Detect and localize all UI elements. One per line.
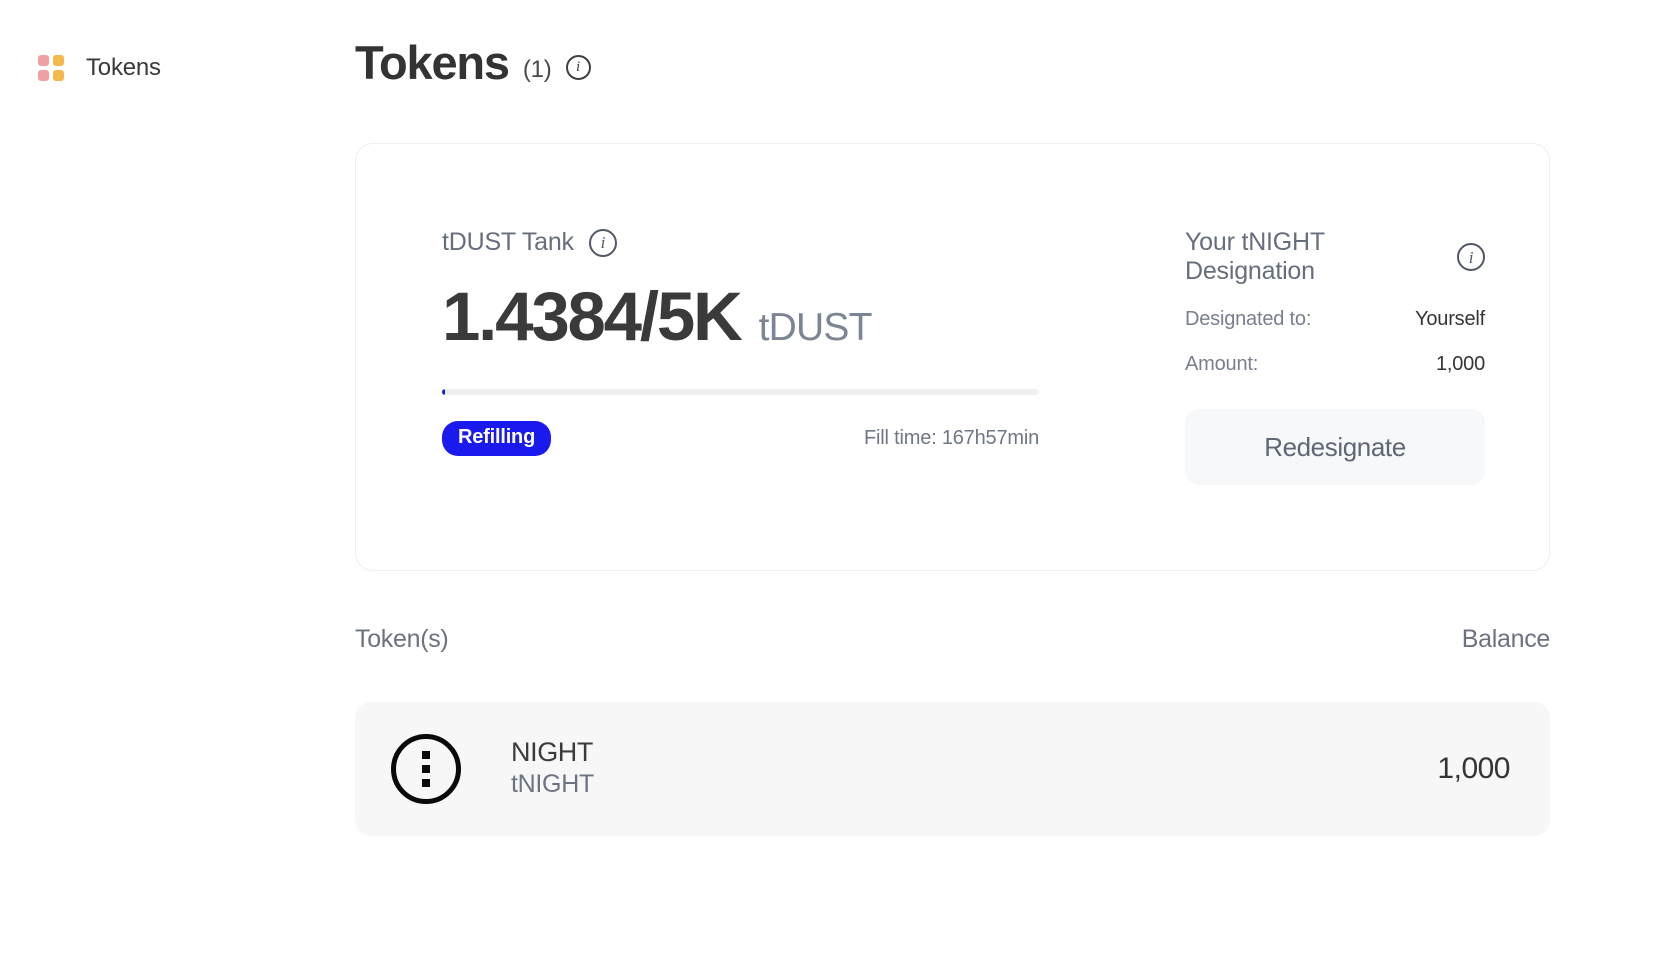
column-header-tokens: Token(s): [355, 625, 449, 653]
token-name-block: NIGHT tNIGHT: [511, 737, 594, 801]
designated-to-label: Designated to:: [1185, 308, 1312, 330]
page-title: Tokens: [355, 36, 510, 89]
tank-footer: Refilling Fill time: 167h57min: [442, 421, 1039, 456]
info-icon[interactable]: i: [565, 55, 591, 80]
designation-label-row: Your tNIGHT Designation i: [1185, 228, 1485, 286]
tank-label-row: tDUST Tank i: [442, 228, 1115, 257]
designated-amount-label: Amount:: [1185, 353, 1259, 375]
table-row[interactable]: NIGHT tNIGHT 1,000: [355, 702, 1550, 836]
designated-to-value: Yourself: [1415, 308, 1485, 330]
grid-icon: [38, 55, 64, 81]
page-header: Tokens (1) i: [355, 0, 1550, 86]
token-balance: 1,000: [1437, 752, 1510, 785]
tank-info-icon[interactable]: i: [588, 228, 617, 257]
token-count: (1): [522, 56, 552, 83]
tank-amount-row: 1.4384/5K tDUST: [442, 282, 1115, 351]
column-header-balance: Balance: [1461, 625, 1551, 653]
designated-amount-row: Amount: 1,000: [1185, 353, 1485, 376]
sidebar: Tokens: [0, 0, 355, 963]
tank-amount-unit: tDUST: [758, 306, 873, 349]
designated-amount-value: 1,000: [1435, 353, 1485, 375]
main-content: Tokens (1) i tDUST Tank i 1.4384/5K tDUS…: [355, 0, 1656, 963]
designation-panel: Your tNIGHT Designation i Designated to:…: [1151, 144, 1549, 570]
table-header: Token(s) Balance: [355, 625, 1550, 654]
tank-label: tDUST Tank: [442, 228, 574, 256]
tank-panel: tDUST Tank i 1.4384/5K tDUST Refilling F…: [356, 144, 1151, 570]
designation-label: Your tNIGHT Designation: [1185, 228, 1325, 285]
redesignate-button[interactable]: Redesignate: [1185, 409, 1485, 485]
designated-to-row: Designated to: Yourself: [1185, 308, 1485, 331]
sidebar-item-label: Tokens: [86, 54, 161, 81]
designation-info-icon[interactable]: i: [1457, 243, 1485, 271]
tank-progress-bar[interactable]: [442, 389, 1039, 395]
sidebar-item-tokens[interactable]: Tokens: [0, 48, 355, 88]
night-token-icon: [391, 734, 461, 804]
fill-time-label: Fill time: 167h57min: [864, 427, 1039, 449]
token-subsymbol: tNIGHT: [511, 770, 594, 799]
token-symbol: NIGHT: [511, 737, 593, 768]
tank-progress-fill: [442, 389, 445, 395]
tank-amount-value: 1.4384/5K: [442, 278, 743, 355]
status-badge: Refilling: [442, 421, 552, 456]
tank-card: tDUST Tank i 1.4384/5K tDUST Refilling F…: [355, 143, 1550, 571]
